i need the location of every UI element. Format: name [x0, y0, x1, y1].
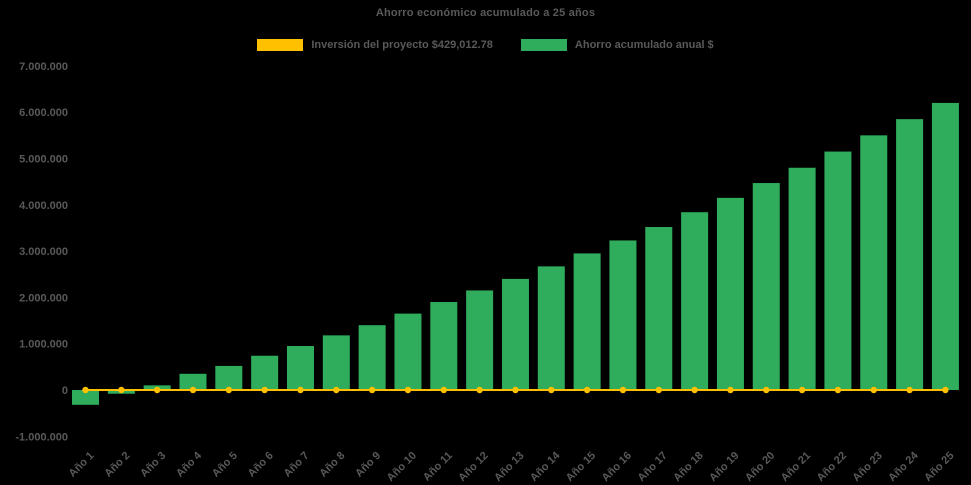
investment-line-marker	[333, 386, 340, 394]
investment-legend-swatch	[257, 39, 304, 51]
investment-line-marker	[297, 386, 304, 394]
investment-line-marker	[763, 386, 770, 394]
x-tick-label: Año 17	[635, 450, 669, 484]
x-tick-label: Año 13	[492, 450, 526, 484]
savings-bar	[860, 135, 888, 390]
savings-bar	[215, 365, 243, 390]
savings-bar	[72, 390, 99, 405]
chart-legend: Inversión del proyecto $429,012.78 Ahorr…	[0, 39, 971, 51]
savings-bar	[931, 102, 959, 390]
savings-bar	[716, 197, 744, 390]
savings-bar	[645, 227, 673, 390]
y-tick-label: 4.000.000	[19, 200, 68, 212]
savings-bar	[537, 266, 565, 390]
savings-bar	[501, 278, 529, 390]
savings-bar	[896, 119, 924, 391]
y-tick-label: 5.000.000	[19, 154, 68, 166]
investment-line-marker	[583, 386, 591, 394]
investment-line-marker	[82, 386, 89, 394]
x-tick-label: Año 25	[922, 450, 956, 484]
x-tick-label: Año 23	[850, 450, 884, 484]
x-tick-label: Año 4	[174, 449, 205, 480]
x-tick-label: Año 10	[385, 450, 419, 484]
x-tick-label: Año 2	[102, 450, 132, 480]
investment-line-marker	[655, 386, 662, 394]
investment-line-marker	[548, 386, 555, 394]
x-tick-label: Año 24	[886, 449, 921, 484]
savings-bar	[322, 335, 350, 390]
savings-bar	[430, 302, 458, 390]
x-tick-label: Año 9	[353, 450, 383, 480]
x-tick-label: Año 18	[671, 450, 705, 484]
investment-line-marker	[870, 386, 877, 394]
investment-legend-label: Inversión del proyecto $429,012.78	[311, 39, 493, 51]
savings-legend-label: Ahorro acumulado anual $	[574, 39, 714, 51]
y-tick-label: 7.000.000	[19, 61, 68, 73]
investment-line-marker	[512, 386, 519, 394]
savings-bar	[251, 355, 279, 390]
chart-title: Ahorro económico acumulado a 25 años	[375, 7, 596, 19]
investment-line-marker	[189, 386, 197, 394]
investment-line-marker	[906, 386, 913, 394]
x-tick-label: Año 14	[528, 449, 563, 484]
x-tick-label: Año 3	[138, 450, 168, 480]
savings-bar	[609, 240, 637, 390]
y-tick-label: 0	[62, 385, 68, 397]
x-tick-label: Año 19	[707, 450, 741, 484]
investment-line-marker	[691, 386, 698, 394]
x-tick-label: Año 15	[564, 450, 598, 484]
y-tick-label: 6.000.000	[19, 107, 68, 119]
investment-line-marker	[118, 386, 125, 394]
savings-bar	[286, 346, 314, 390]
x-tick-label: Año 1	[67, 450, 97, 480]
savings-legend-swatch	[520, 39, 567, 51]
investment-line-marker	[261, 386, 268, 394]
savings-bar	[466, 290, 494, 390]
x-tick-label: Año 8	[317, 450, 347, 480]
x-tick-label: Año 16	[600, 450, 634, 484]
savings-bar	[358, 325, 386, 390]
savings-bar	[681, 212, 709, 390]
x-tick-label: Año 7	[282, 450, 312, 480]
savings-bar	[752, 183, 780, 390]
investment-line-marker	[368, 386, 376, 394]
savings-bar	[179, 373, 207, 390]
x-tick-label: Año 11	[421, 450, 455, 484]
savings-bar	[394, 313, 422, 390]
investment-line-marker	[225, 386, 233, 394]
investment-line-marker	[798, 386, 806, 394]
savings-bar	[788, 167, 816, 390]
y-tick-label: 2.000.000	[19, 292, 68, 304]
x-tick-label: Año 20	[743, 450, 777, 484]
investment-line-marker	[404, 386, 412, 394]
x-tick-label: Año 21	[779, 450, 813, 484]
savings-bar	[824, 151, 852, 390]
investment-line-marker	[619, 386, 627, 394]
x-tick-label: Año 12	[456, 450, 490, 484]
investment-line-marker	[476, 386, 483, 394]
investment-line-marker	[440, 386, 447, 394]
savings-bar	[573, 253, 601, 390]
y-tick-label: 1.000.000	[19, 339, 68, 351]
investment-line-marker	[942, 386, 949, 394]
investment-line-marker	[834, 386, 842, 394]
x-tick-label: Año 5	[210, 450, 240, 480]
investment-line-marker	[153, 386, 161, 394]
investment-line-marker	[727, 386, 734, 394]
y-tick-label: -1.000.000	[15, 431, 68, 443]
x-tick-label: Año 22	[815, 450, 849, 484]
y-tick-label: 3.000.000	[19, 246, 68, 258]
x-tick-label: Año 6	[246, 450, 276, 480]
